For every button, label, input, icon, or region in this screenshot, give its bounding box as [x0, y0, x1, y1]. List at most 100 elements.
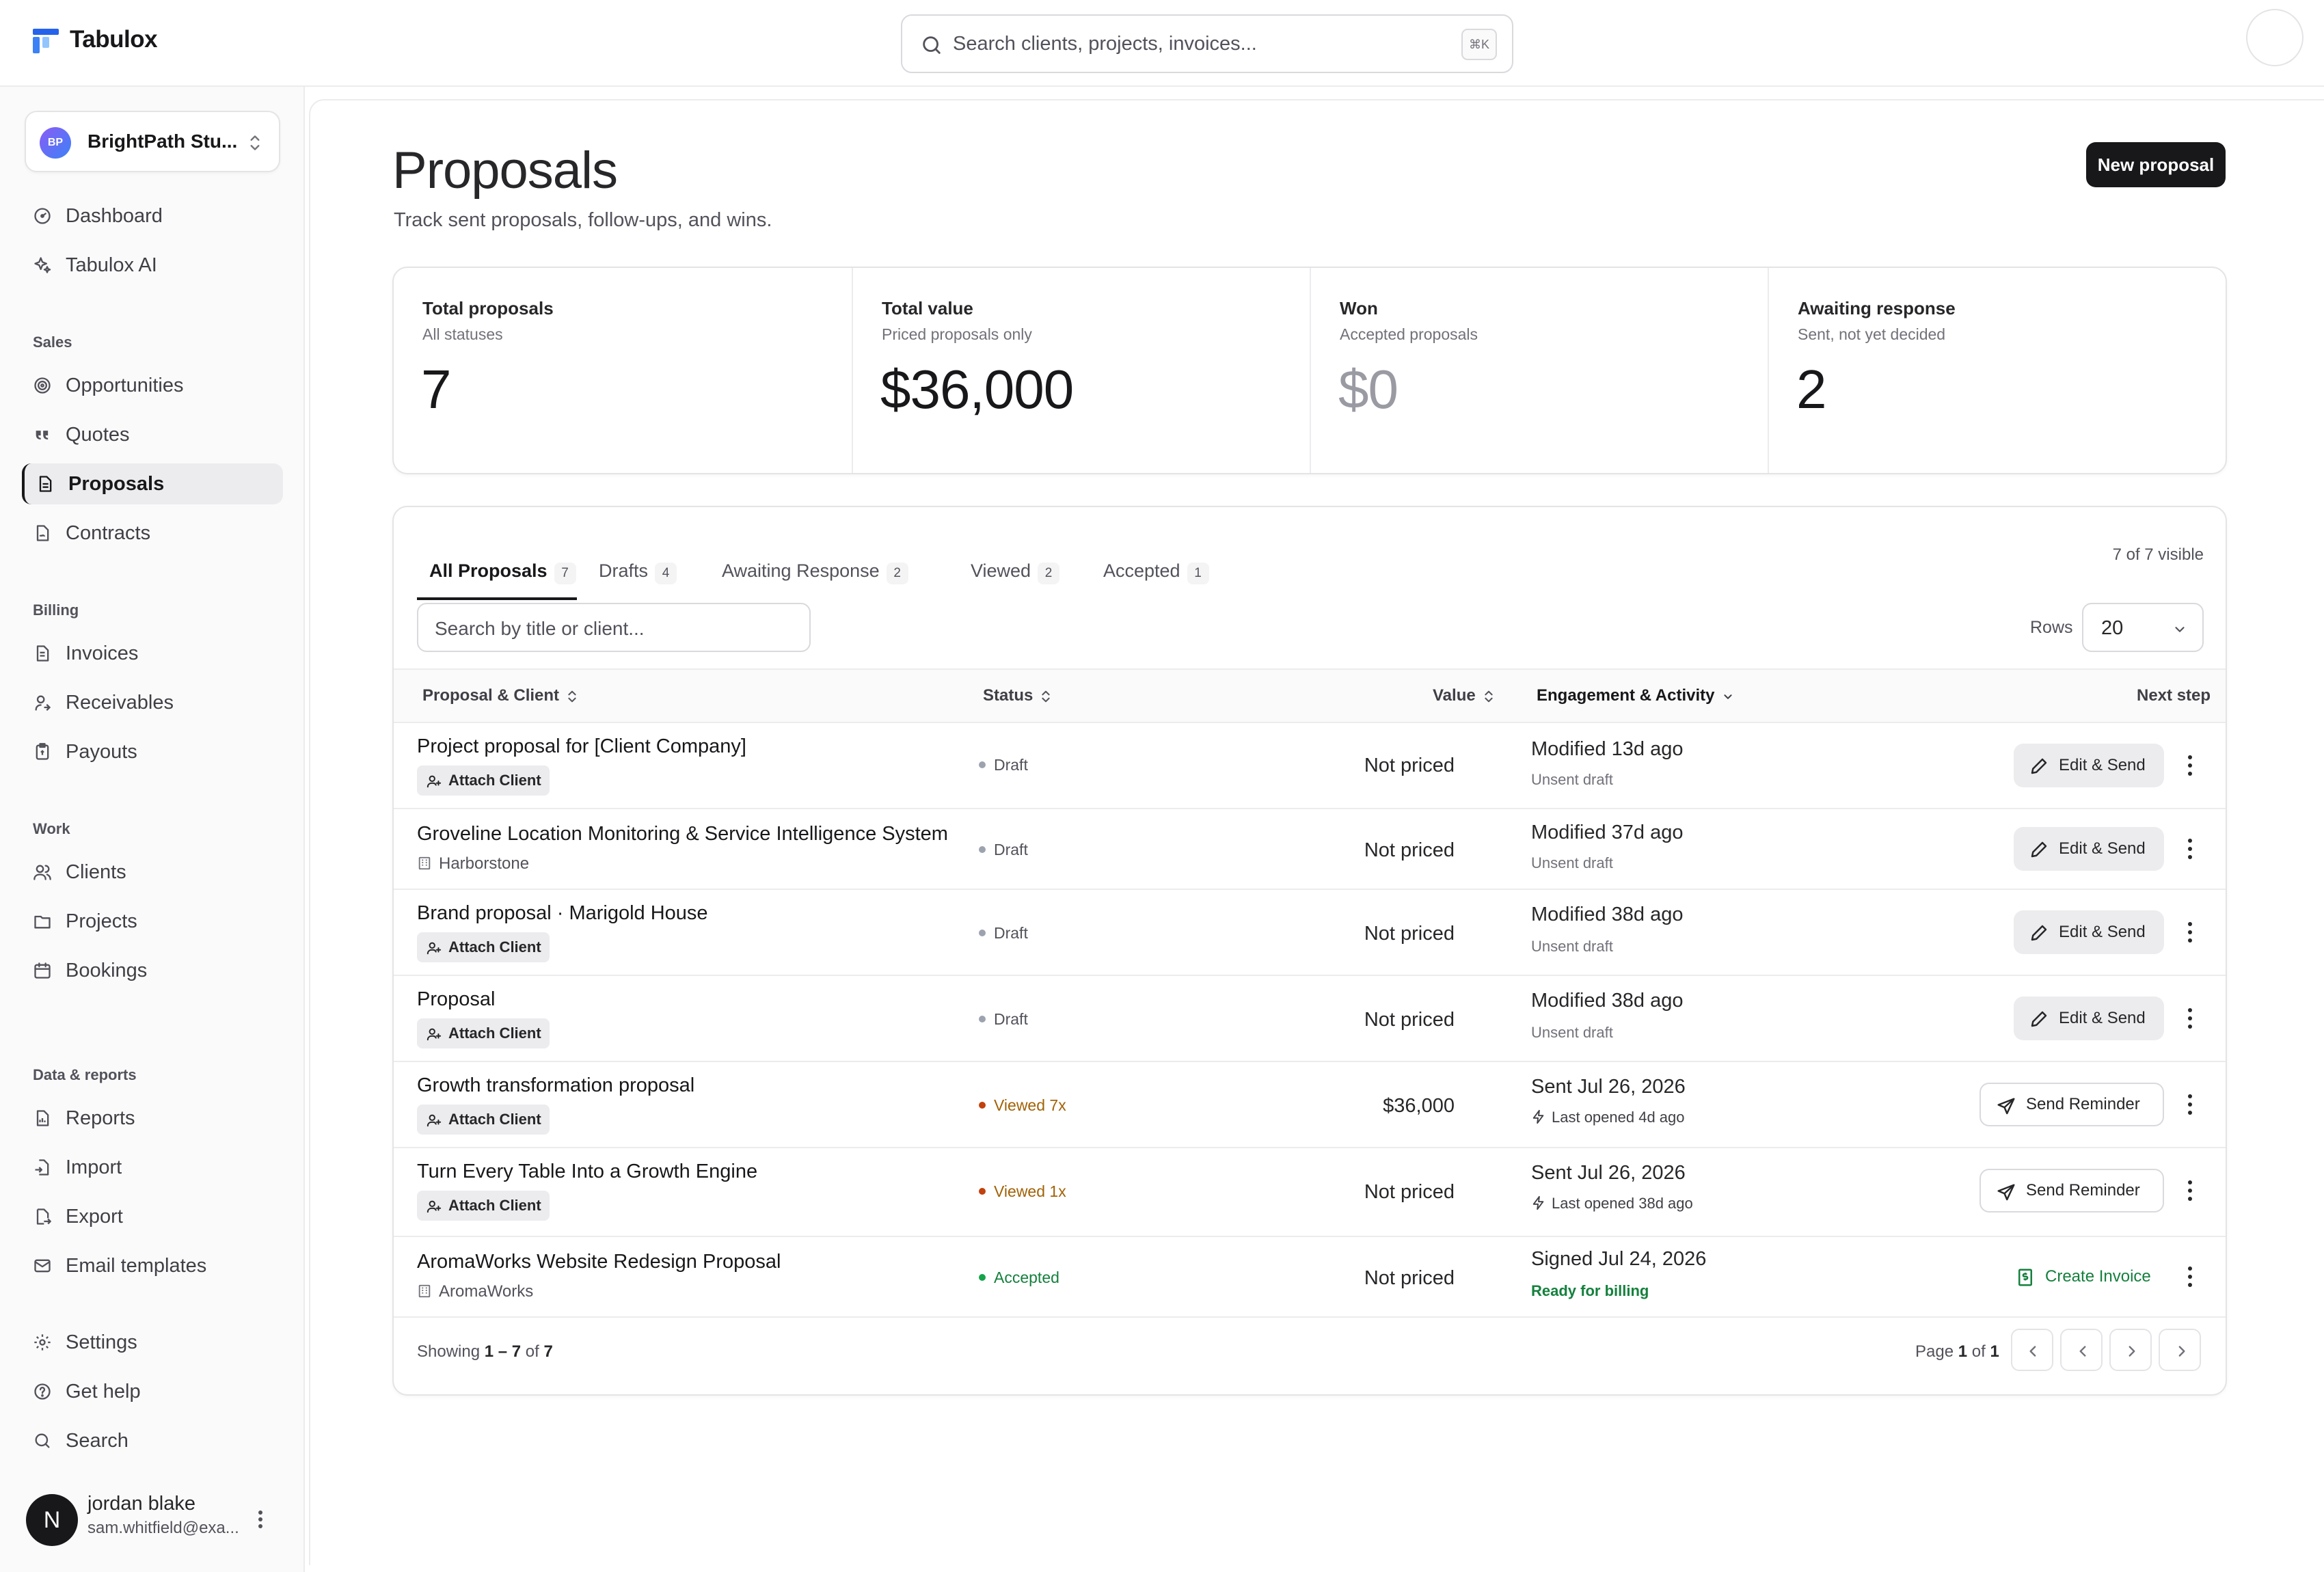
proposal-title[interactable]: Turn Every Table Into a Growth Engine [417, 1161, 758, 1182]
sidebar-item-reports[interactable]: Reports [22, 1098, 283, 1139]
rows-per-page-select[interactable]: 20 [2082, 603, 2204, 652]
table-row[interactable]: Growth transformation proposal Attach Cl… [394, 1062, 2226, 1148]
status-dot [979, 1274, 986, 1281]
send-reminder-button[interactable]: Send Reminder [1980, 1083, 2164, 1126]
create-invoice-button[interactable]: Create Invoice [2000, 1255, 2164, 1299]
table-row[interactable]: Brand proposal · Marigold House Attach C… [394, 890, 2226, 976]
tab-awaiting-response[interactable]: Awaiting Response 2 [722, 545, 908, 600]
proposal-value: Not priced [1364, 923, 1455, 945]
tab-accepted[interactable]: Accepted 1 [1103, 545, 1209, 600]
column-proposal-client[interactable]: Proposal & Client [422, 686, 578, 705]
engagement-secondary: Last opened 4d ago [1531, 1109, 1685, 1126]
row-menu-icon[interactable] [2185, 835, 2195, 863]
sidebar-item-opportunities[interactable]: Opportunities [22, 365, 283, 406]
table-row[interactable]: Groveline Location Monitoring & Service … [394, 809, 2226, 890]
app-name[interactable]: Tabulox [70, 26, 158, 53]
workspace-name: BrightPath Stu... [87, 131, 238, 152]
user-plus-icon [427, 1200, 442, 1213]
new-proposal-button[interactable]: New proposal [2086, 142, 2226, 187]
calendar-icon [34, 962, 51, 979]
row-menu-icon[interactable] [2185, 919, 2195, 946]
edit-send-button[interactable]: Edit & Send [2014, 744, 2164, 787]
engagement-secondary: Last opened 38d ago [1531, 1195, 1693, 1212]
sidebar-item-invoices[interactable]: Invoices [22, 633, 283, 674]
sidebar-item-dashboard[interactable]: Dashboard [22, 195, 283, 236]
row-menu-icon[interactable] [2185, 752, 2195, 779]
sidebar-item-search[interactable]: Search [22, 1420, 283, 1461]
stat-won: Won Accepted proposals $0 [1310, 268, 1768, 473]
engagement-primary: Sent Jul 26, 2026 [1531, 1076, 1686, 1098]
table-row[interactable]: AromaWorks Website Redesign Proposal Aro… [394, 1237, 2226, 1318]
column-engagement-activity[interactable]: Engagement & Activity [1537, 686, 1734, 705]
edit-send-button[interactable]: Edit & Send [2014, 827, 2164, 871]
last-page-button[interactable] [2159, 1329, 2201, 1371]
more-vertical-icon[interactable] [250, 1508, 271, 1531]
user-avatar[interactable]: N [26, 1494, 78, 1546]
row-menu-icon[interactable] [2185, 1177, 2195, 1204]
tab-viewed[interactable]: Viewed 2 [971, 545, 1060, 600]
sidebar-item-get-help[interactable]: Get help [22, 1371, 283, 1412]
tabulox-logo-icon[interactable] [31, 26, 62, 56]
sidebar-item-quotes[interactable]: Quotes [22, 414, 283, 455]
attach-client-button[interactable]: Attach Client [417, 1018, 550, 1048]
sidebar-item-payouts[interactable]: Payouts [22, 731, 283, 772]
sort-icon [1042, 690, 1050, 702]
previous-page-button[interactable] [2060, 1329, 2103, 1371]
sidebar-item-bookings[interactable]: Bookings [22, 950, 283, 991]
sidebar-item-projects[interactable]: Projects [22, 901, 283, 942]
proposal-title[interactable]: Groveline Location Monitoring & Service … [417, 823, 948, 845]
workspace-switcher[interactable]: BP BrightPath Stu... [25, 111, 280, 172]
send-icon [1997, 1098, 2015, 1115]
row-menu-icon[interactable] [2185, 1005, 2195, 1032]
sidebar-item-email-templates[interactable]: Email templates [22, 1245, 283, 1286]
sidebar-item-contracts[interactable]: Contracts [22, 513, 283, 554]
column-next-step: Next step [2137, 686, 2211, 705]
table-row[interactable]: Project proposal for [Client Company] At… [394, 723, 2226, 809]
import-icon [35, 1159, 49, 1176]
attach-client-button[interactable]: Attach Client [417, 932, 550, 962]
attach-client-button[interactable]: Attach Client [417, 765, 550, 796]
sidebar-item-tabulox-ai[interactable]: Tabulox AI [22, 245, 283, 286]
global-search-input[interactable]: Search clients, projects, invoices... ⌘K [901, 14, 1513, 73]
proposal-title[interactable]: Project proposal for [Client Company] [417, 735, 746, 757]
tab-drafts[interactable]: Drafts 4 [599, 545, 677, 600]
user-plus-icon [427, 775, 442, 788]
sidebar-item-clients[interactable]: Clients [22, 852, 283, 893]
proposal-title[interactable]: Growth transformation proposal [417, 1074, 695, 1096]
account-avatar[interactable] [2246, 9, 2303, 66]
status-badge: Draft [979, 1010, 1028, 1029]
table-row[interactable]: Turn Every Table Into a Growth Engine At… [394, 1148, 2226, 1237]
sidebar-item-receivables[interactable]: Receivables [22, 682, 283, 723]
proposals-card: All Proposals 7 Drafts 4 Awaiting Response… [392, 506, 2227, 1396]
pencil-icon [2031, 841, 2047, 858]
chevrons-left-icon [2029, 1346, 2036, 1357]
attach-client-button[interactable]: Attach Client [417, 1105, 550, 1135]
row-menu-icon[interactable] [2185, 1263, 2195, 1290]
column-status[interactable]: Status [983, 686, 1052, 705]
stat-total-proposals: Total proposals All statuses 7 [421, 298, 554, 420]
client-name[interactable]: AromaWorks [417, 1282, 533, 1301]
sidebar-item-proposals[interactable]: Proposals [22, 463, 283, 504]
table-row[interactable]: Proposal Attach Client Draft Not priced … [394, 976, 2226, 1062]
sidebar-item-export[interactable]: Export [22, 1196, 283, 1237]
proposal-value: Not priced [1364, 1009, 1455, 1031]
tab-all-proposals[interactable]: All Proposals 7 [417, 545, 577, 600]
sidebar-item-import[interactable]: Import [22, 1147, 283, 1188]
first-page-button[interactable] [2011, 1329, 2053, 1371]
edit-send-button[interactable]: Edit & Send [2014, 997, 2164, 1040]
edit-send-button[interactable]: Edit & Send [2014, 910, 2164, 954]
column-value[interactable]: Value [1433, 686, 1495, 705]
nav-section-sales: Sales [33, 334, 72, 351]
proposal-title[interactable]: Brand proposal · Marigold House [417, 902, 708, 924]
row-menu-icon[interactable] [2185, 1091, 2195, 1118]
send-reminder-button[interactable]: Send Reminder [1980, 1169, 2164, 1212]
attach-client-button[interactable]: Attach Client [417, 1191, 550, 1221]
proposal-search-input[interactable]: Search by title or client... [417, 603, 811, 652]
sidebar-item-settings[interactable]: Settings [22, 1322, 283, 1363]
zap-icon [1532, 1195, 1544, 1210]
client-name[interactable]: Harborstone [417, 854, 529, 873]
next-page-button[interactable] [2109, 1329, 2152, 1371]
proposal-title[interactable]: Proposal [417, 988, 496, 1010]
quote-icon [36, 431, 49, 439]
proposal-title[interactable]: AromaWorks Website Redesign Proposal [417, 1251, 781, 1273]
